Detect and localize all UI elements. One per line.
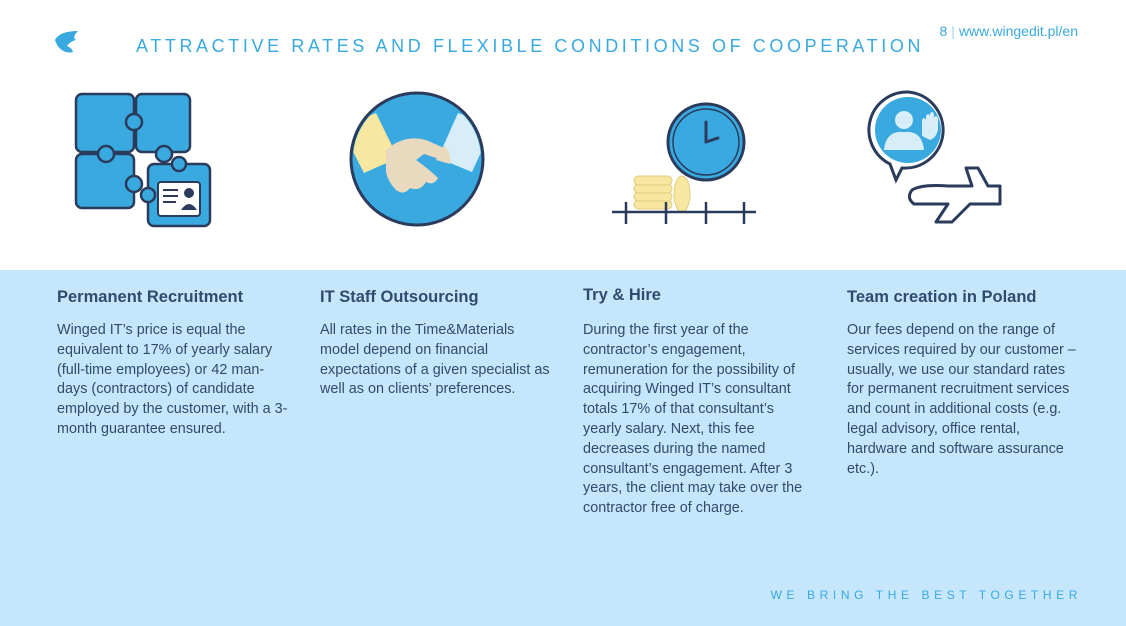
column-permanent-recruitment: Permanent Recruitment Winged IT’s price … [57,288,289,440]
content-band [0,270,1126,626]
column-body: Our fees depend on the range of services… [847,322,1076,477]
column-heading: IT Staff Outsourcing [320,288,479,306]
column-heading: Permanent Recruitment [57,288,244,306]
column-try-and-hire: Try & Hire During the first year of the … [583,286,815,519]
logo-icon [55,31,78,53]
page-info: 8 | www.wingedit.pl/en [940,23,1079,39]
website-link[interactable]: www.wingedit.pl/en [958,23,1078,39]
page-number: 8 [939,23,948,39]
page-title: ATTRACTIVE RATES AND FLEXIBLE CONDITIONS… [136,36,925,56]
column-it-staff-outsourcing: IT Staff Outsourcing All rates in the Ti… [320,288,552,400]
column-team-creation-poland: Team creation in Poland Our fees depend … [847,288,1079,479]
column-body: During the first year of the contractor’… [583,322,803,517]
puzzle-icon [74,92,212,228]
handshake-icon [349,91,485,227]
footer-tagline: WE BRING THE BEST TOGETHER [770,588,1082,602]
column-body: Winged IT’s price is equal the equivalen… [57,322,288,437]
column-heading: Team creation in Poland [847,288,1037,306]
page-separator: | [951,23,955,39]
team-plane-icon [867,90,1002,224]
clock-coins-icon [612,102,756,224]
column-body: All rates in the Time&Materials model de… [320,322,550,398]
column-heading: Try & Hire [583,286,661,304]
